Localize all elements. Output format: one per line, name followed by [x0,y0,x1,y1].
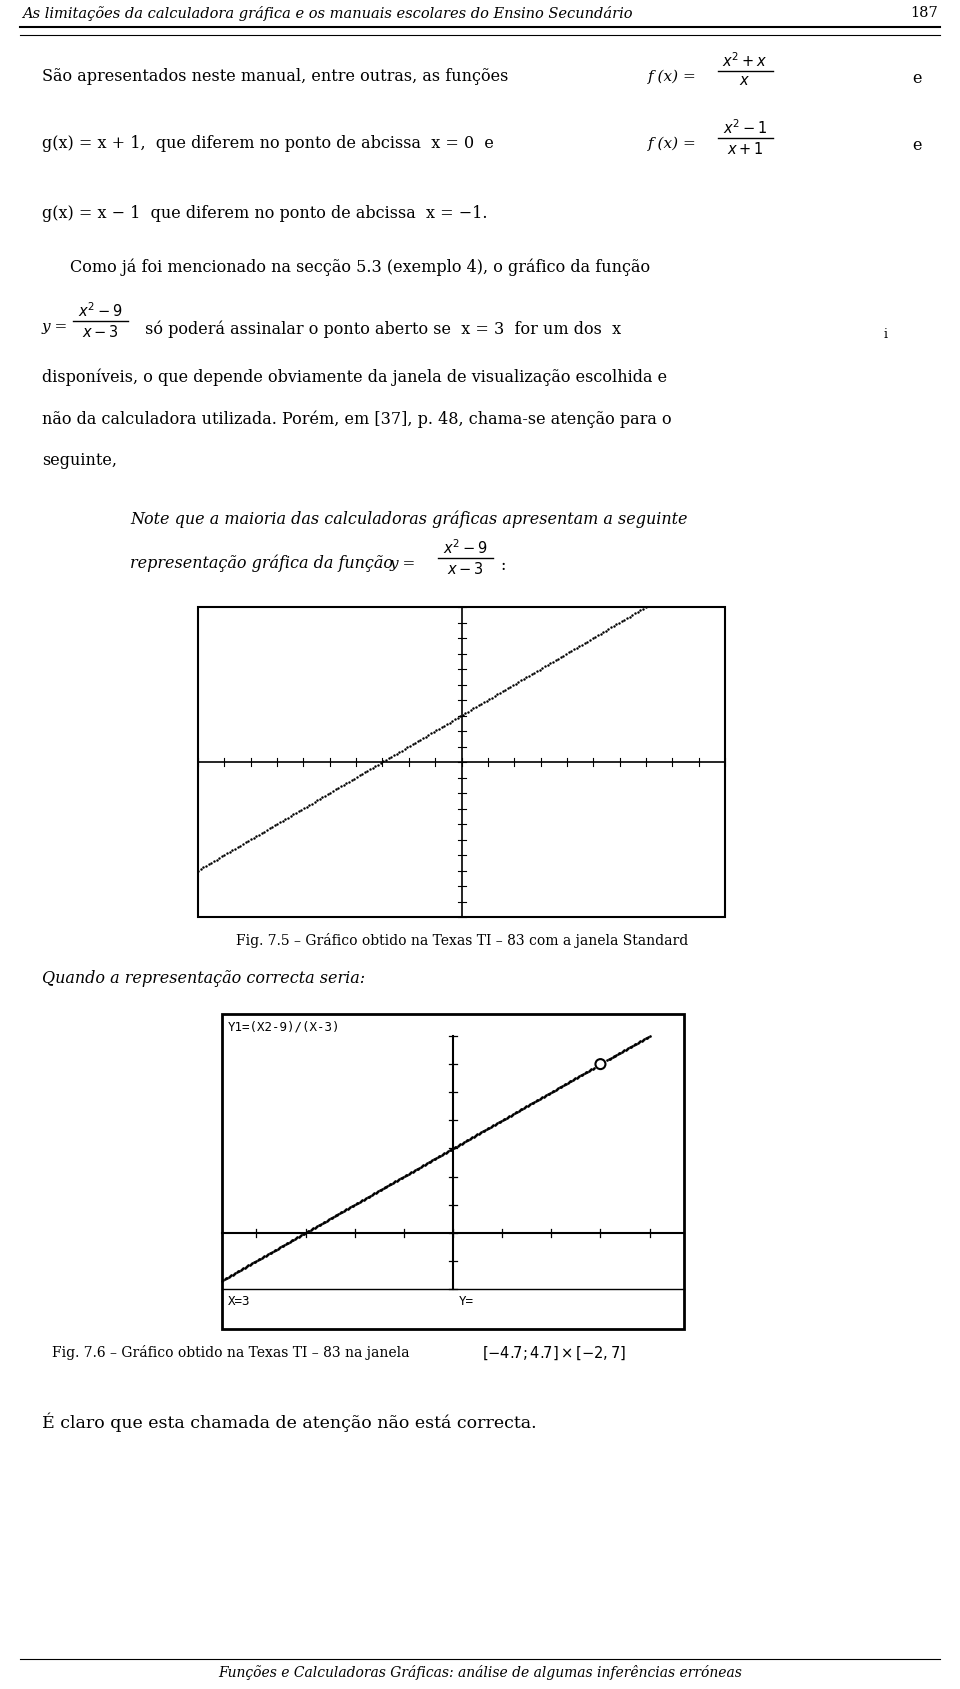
Text: $x^2 - 9$: $x^2 - 9$ [78,301,123,319]
Text: Fig. 7.5 – Gráfico obtido na Texas TI – 83 com a janela Standard: Fig. 7.5 – Gráfico obtido na Texas TI – … [236,932,688,948]
Text: g(x) = x + 1,  que diferem no ponto de abcissa  x = 0  e: g(x) = x + 1, que diferem no ponto de ab… [42,135,493,152]
Text: $x^2 - 1$: $x^2 - 1$ [723,118,767,137]
Text: São apresentados neste manual, entre outras, as funções: São apresentados neste manual, entre out… [42,68,509,84]
Text: Fig. 7.6 – Gráfico obtido na Texas TI – 83 na janela: Fig. 7.6 – Gráfico obtido na Texas TI – … [52,1344,414,1360]
Text: e: e [912,137,922,154]
Text: representação gráfica da função: representação gráfica da função [130,554,393,573]
Text: $x$: $x$ [739,74,751,88]
Text: seguinte,: seguinte, [42,451,117,470]
Text: f (x) =: f (x) = [648,69,697,84]
Text: $x + 1$: $x + 1$ [727,140,763,157]
Text: Como já foi mencionado na secção 5.3 (exemplo 4), o gráfico da função: Como já foi mencionado na secção 5.3 (ex… [70,258,650,275]
Circle shape [595,1059,606,1069]
Text: É claro que esta chamada de atenção não está correcta.: É claro que esta chamada de atenção não … [42,1412,537,1432]
Text: y =: y = [42,319,68,334]
Text: 187: 187 [910,7,938,20]
Text: não da calculadora utilizada. Porém, em [37], p. 48, chama-se atenção para o: não da calculadora utilizada. Porém, em … [42,410,672,427]
Text: Quando a representação correcta seria:: Quando a representação correcta seria: [42,969,365,986]
Text: $x - 3$: $x - 3$ [446,561,484,576]
Text: $x^2 - 9$: $x^2 - 9$ [443,539,488,557]
Text: i: i [884,328,888,341]
Text: y =: y = [390,557,417,571]
Text: Y=: Y= [459,1294,474,1307]
Text: $x^2 + x$: $x^2 + x$ [722,51,768,69]
Text: :: : [500,557,505,574]
Text: As limitações da calculadora gráfica e os manuais escolares do Ensino Secundário: As limitações da calculadora gráfica e o… [22,7,633,20]
Text: só poderá assinalar o ponto aberto se  x = 3  for um dos  x: só poderá assinalar o ponto aberto se x … [140,319,621,338]
Text: Note que a maioria das calculadoras gráficas apresentam a seguinte: Note que a maioria das calculadoras gráf… [130,510,687,527]
Text: Funções e Calculadoras Gráficas: análise de algumas inferências erróneas: Funções e Calculadoras Gráficas: análise… [218,1664,742,1679]
Text: disponíveis, o que depende obviamente da janela de visualização escolhida e: disponíveis, o que depende obviamente da… [42,368,667,385]
Text: X=3: X=3 [228,1294,251,1307]
Text: g(x) = x − 1  que diferem no ponto de abcissa  x = −1.: g(x) = x − 1 que diferem no ponto de abc… [42,204,488,221]
Text: f (x) =: f (x) = [648,137,697,152]
Text: $x - 3$: $x - 3$ [82,324,118,339]
Text: $[-4.7;4.7]\times[-2,7]$: $[-4.7;4.7]\times[-2,7]$ [482,1344,626,1361]
Bar [222,1015,684,1329]
Bar [198,608,725,917]
Text: e: e [912,69,922,86]
Text: Y1=(X2-9)/(X-3): Y1=(X2-9)/(X-3) [228,1020,341,1034]
